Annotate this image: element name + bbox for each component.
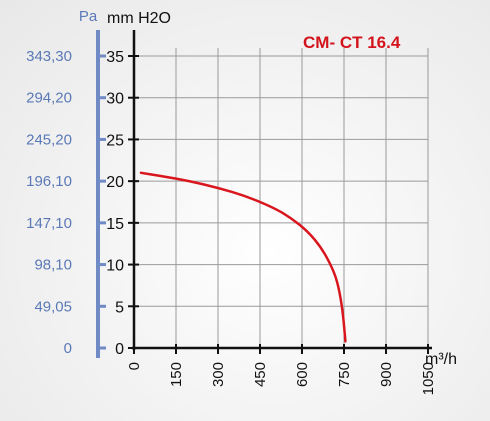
fan-curve-line: [139, 171, 347, 343]
mm-tick-label: 15: [106, 216, 124, 233]
x-tick-label: 600: [294, 362, 311, 387]
pa-tick-label: 245,20: [26, 131, 72, 148]
tick-labels: 0 49,05 98,10 147,10 196,10 245,20 294,20 343,3…: [26, 48, 437, 395]
pa-tick-label: 294,20: [26, 90, 72, 107]
mm-tick-label: 5: [115, 299, 124, 316]
mm-tick-label: 10: [106, 258, 124, 275]
mm-tick-label: 0: [115, 341, 124, 358]
x-tick-label: 300: [210, 362, 227, 387]
pa-tick-label: 196,10: [26, 173, 72, 190]
x-tick-label: 150: [168, 362, 185, 387]
pa-tick-label: 98,10: [34, 257, 72, 274]
right-axis-unit: mm H2O: [107, 10, 171, 27]
pa-tick-label: 343,30: [26, 48, 72, 65]
pa-tick-label: 0: [64, 340, 72, 357]
mm-tick-label: 25: [106, 132, 124, 149]
chart-title: CM- CT 16.4: [303, 33, 401, 52]
x-tick-label: 450: [252, 362, 269, 387]
x-axis-unit: m³/h: [425, 351, 457, 368]
mm-tick-label: 30: [106, 91, 124, 108]
x-tick-label: 900: [378, 362, 395, 387]
axes: [96, 30, 432, 358]
x-tick-label: 1050: [420, 362, 437, 395]
mm-tick-label: 20: [106, 174, 124, 191]
pa-tick-label: 49,05: [34, 298, 72, 315]
series-layer: [139, 171, 347, 343]
x-tick-label: 0: [126, 362, 143, 370]
mm-tick-label: 35: [106, 49, 124, 66]
left-axis-unit: Pa: [79, 8, 98, 25]
pa-tick-label: 147,10: [26, 215, 72, 232]
x-tick-label: 750: [336, 362, 353, 387]
grid: [134, 48, 429, 348]
